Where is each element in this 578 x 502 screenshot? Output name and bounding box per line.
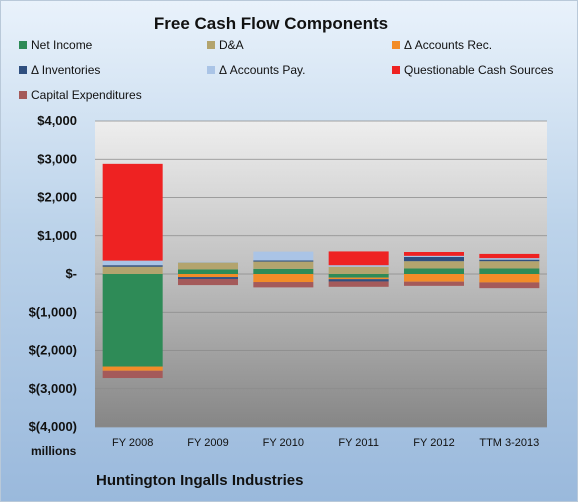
- y-tick-label: $1,000: [37, 228, 77, 243]
- legend-swatch-capex: [19, 91, 27, 99]
- bar-segment: [404, 281, 464, 286]
- bar-segment: [178, 262, 238, 270]
- legend-swatch-da: [207, 41, 215, 49]
- legend-swatch-accounts-pay: [207, 66, 215, 74]
- bar-segment: [404, 252, 464, 256]
- legend-swatch-accounts-rec: [392, 41, 400, 49]
- legend-item-questionable-cash: Questionable Cash Sources: [392, 63, 553, 77]
- bar-segment: [178, 274, 238, 278]
- x-tick-label: FY 2010: [263, 437, 304, 449]
- bar-segment: [178, 278, 238, 286]
- company-name: Huntington Ingalls Industries: [96, 472, 304, 489]
- bar-segment: [253, 261, 314, 269]
- bar-segment: [479, 261, 540, 269]
- y-tick-label: $(3,000): [29, 381, 77, 396]
- bar-segment: [479, 282, 540, 289]
- bar-segment: [328, 274, 389, 278]
- legend-label-capex: Capital Expenditures: [31, 88, 142, 102]
- bar-segment: [328, 281, 389, 287]
- x-tick-label: FY 2012: [413, 437, 454, 449]
- bar-segment: [479, 258, 540, 260]
- bar-segment: [253, 282, 314, 288]
- y-tick-label: $2,000: [37, 190, 77, 205]
- legend-swatch-net-income: [19, 41, 27, 49]
- legend-label-inventories: Δ Inventories: [31, 63, 101, 77]
- legend-item-net-income: Net Income: [19, 38, 92, 52]
- x-tick-labels: FY 2008 FY 2009 FY 2010 FY 2011 FY 2012 TTM 3…: [112, 437, 539, 449]
- legend-label-questionable-cash: Questionable Cash Sources: [404, 63, 554, 77]
- gridlines: [95, 120, 547, 428]
- bar-segment: [404, 268, 464, 274]
- bar-segment: [253, 274, 314, 283]
- x-tick-label: FY 2008: [112, 437, 153, 449]
- bar-segment: [479, 253, 540, 259]
- bar-segment: [328, 265, 389, 267]
- bar-segment: [404, 256, 464, 262]
- bar-segment: [253, 251, 314, 261]
- bar-segment: [102, 260, 163, 266]
- x-tick-label: TTM 3-2013: [479, 437, 539, 449]
- units-label: millions: [31, 444, 77, 458]
- bar-segment: [102, 265, 163, 267]
- bar-segment: [479, 274, 540, 283]
- bar-segment: [102, 274, 163, 367]
- bar-segment: [328, 279, 389, 282]
- legend-item-accounts-pay: Δ Accounts Pay.: [207, 63, 306, 77]
- y-tick-label: $4,000: [37, 113, 77, 128]
- bar-segment: [404, 274, 464, 282]
- legend-item-da: D&A: [207, 38, 244, 52]
- bar-segment: [328, 251, 389, 266]
- y-tick-labels: $4,000 $3,000 $2,000 $1,000 $- $(1,000) $(2,00…: [29, 113, 77, 434]
- legend-label-net-income: Net Income: [31, 38, 93, 52]
- bar-segment: [102, 370, 163, 379]
- bar-segment: [404, 255, 464, 257]
- x-tick-label: FY 2009: [187, 437, 228, 449]
- legend-label-accounts-rec: Δ Accounts Rec.: [404, 38, 493, 52]
- bar-segment: [328, 277, 389, 280]
- y-tick-label: $-: [65, 266, 77, 281]
- bar-segment: [178, 277, 238, 279]
- bar-segment: [479, 268, 540, 274]
- bar-segment: [102, 366, 163, 371]
- bar-segment: [328, 266, 389, 274]
- chart-title: Free Cash Flow Components: [153, 14, 389, 33]
- legend-label-da: D&A: [219, 38, 244, 52]
- legend-swatch-questionable-cash: [392, 66, 400, 74]
- bar-segment: [253, 268, 314, 274]
- bar-segment: [404, 261, 464, 269]
- bar-segment: [102, 266, 163, 274]
- y-tick-label: $(4,000): [29, 419, 77, 434]
- y-tick-label: $(2,000): [29, 343, 77, 358]
- legend-item-accounts-rec: Δ Accounts Rec.: [392, 38, 492, 52]
- bar-segment: [178, 261, 238, 263]
- legend-swatch-inventories: [19, 66, 27, 74]
- bar-segment: [253, 260, 314, 262]
- x-tick-label: FY 2011: [338, 437, 379, 449]
- legend-item-capex: Capital Expenditures: [19, 88, 142, 102]
- bar-segment: [178, 269, 238, 274]
- y-tick-label: $(1,000): [29, 304, 77, 319]
- bars: [102, 163, 540, 379]
- bar-segment: [102, 163, 163, 261]
- bar-segment: [479, 259, 540, 262]
- legend-item-inventories: Δ Inventories: [19, 63, 100, 77]
- y-tick-label: $3,000: [37, 151, 77, 166]
- legend-label-accounts-pay: Δ Accounts Pay.: [219, 63, 306, 77]
